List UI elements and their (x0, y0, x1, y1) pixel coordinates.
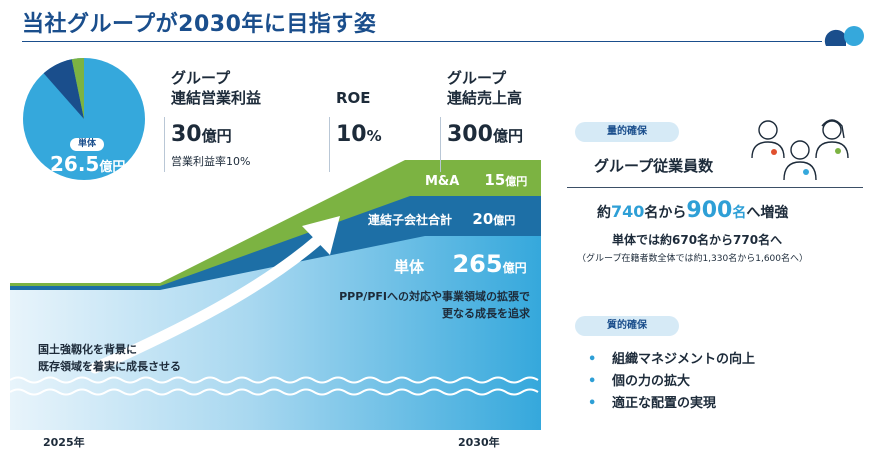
employee-target: 約740名から900名へ増強 (597, 198, 788, 223)
standalone-pie-chart (23, 58, 145, 180)
employee-target-suffix: へ増強 (746, 205, 789, 221)
band-value-unit: 億円 (505, 175, 528, 188)
metric-label-line1: グループ (171, 69, 231, 87)
list-item: • 個の力の拡大 (588, 374, 691, 389)
band-value-unit: 億円 (502, 261, 527, 275)
growth-note: PPP/PFIへの対応や事業領域の拡張で 更なる成長を追求 (275, 288, 530, 322)
pie-slice-green (71, 58, 84, 119)
employee-count-heading: グループ従業員数 (594, 157, 714, 175)
employee-target-unit: 名 (732, 205, 747, 221)
people-icon (751, 119, 849, 181)
growth-note-line1: PPP/PFIへの対応や事業領域の拡張で (339, 290, 530, 303)
metric-operating-margin: 営業利益率10% (171, 155, 251, 168)
pie-value: 26.5億円 (50, 152, 140, 176)
list-item-text: 個の力の拡大 (612, 374, 691, 389)
metric-divider (329, 117, 330, 172)
metric-divider (164, 117, 165, 172)
list-item-text: 適正な配置の実現 (612, 396, 717, 411)
metric-value-number: 300 (447, 122, 493, 147)
pie-label-badge: 単体 (70, 138, 104, 151)
metric-value-number: 30 (171, 122, 202, 147)
metric-revenue-value: 300億円 (447, 122, 523, 147)
employee-target-prefix: 約 (597, 205, 611, 221)
band-value-number: 15 (484, 171, 506, 189)
metric-value-unit: 億円 (492, 127, 523, 145)
metric-roe-label: ROE (336, 88, 371, 108)
list-item: • 組織マネジメントの向上 (588, 352, 756, 367)
band-ma-label: M&A 15億円 (425, 171, 527, 189)
band-subsidiaries-label: 連結子会社合計 20億円 (368, 210, 515, 228)
growth-arrow-head (302, 216, 340, 255)
list-item: • 適正な配置の実現 (588, 396, 717, 411)
band-label-text: 単体 (394, 258, 425, 276)
year-end-label: 2030年 (458, 436, 500, 449)
wave-line (9, 376, 539, 384)
growth-note-line2: 更なる成長を追求 (442, 307, 530, 320)
pie-slice-other (43, 59, 84, 119)
band-value-unit: 億円 (493, 214, 516, 227)
metric-label-line1: グループ (447, 69, 507, 87)
base-note-line2: 既存領域を着実に成長させる (38, 360, 181, 373)
wave-line (9, 388, 539, 396)
metric-label-line2: 連結営業利益 (171, 89, 262, 107)
band-label-text: 連結子会社合計 (368, 213, 453, 227)
metric-revenue-label: グループ 連結売上高 (447, 68, 522, 108)
group-employee-note: （グループ在籍者数全体では約1,330名から1,600名へ） (577, 254, 808, 264)
pie-value-unit: 億円 (99, 160, 126, 175)
title-underline (22, 41, 822, 42)
metric-label-line2: ROE (336, 89, 371, 107)
quantitative-badge: 量的確保 (575, 122, 679, 142)
metric-value-unit: 億円 (201, 127, 232, 145)
right-divider (567, 187, 863, 188)
metric-value-unit: % (366, 127, 382, 145)
standalone-employee-target: 単体では約670名から770名へ (612, 233, 783, 247)
employee-target-mid: 名から (644, 205, 687, 221)
qualitative-badge: 質的確保 (575, 316, 679, 336)
employee-target-from: 740 (611, 202, 645, 221)
base-note: 国土強靱化を背景に 既存領域を着実に成長させる (38, 341, 181, 375)
base-note-line1: 国土強靱化を背景に (38, 343, 137, 356)
page-title: 当社グループが2030年に目指す姿 (22, 12, 377, 37)
band-standalone-label: 単体 265億円 (394, 250, 527, 278)
qualitative-list: • 組織マネジメントの向上 • 個の力の拡大 • 適正な配置の実現 (588, 349, 755, 415)
metric-operating-profit-label: グループ 連結営業利益 (171, 68, 261, 108)
metric-divider (440, 117, 441, 172)
brand-logo-icon (824, 26, 864, 46)
list-item-text: 組織マネジメントの向上 (612, 352, 756, 367)
band-value-number: 265 (452, 250, 503, 278)
pie-value-number: 26.5 (50, 152, 100, 176)
metric-operating-profit-value: 30億円 (171, 122, 232, 147)
band-label-text: M&A (425, 174, 460, 189)
band-standalone (10, 236, 541, 430)
band-value-number: 20 (472, 210, 494, 228)
metric-label-line2: 連結売上高 (447, 89, 523, 107)
employee-target-to: 900 (686, 198, 733, 223)
year-start-label: 2025年 (43, 436, 85, 449)
growth-arrow (89, 234, 324, 374)
metric-value-number: 10 (336, 122, 367, 147)
metric-roe-value: 10% (336, 122, 382, 147)
